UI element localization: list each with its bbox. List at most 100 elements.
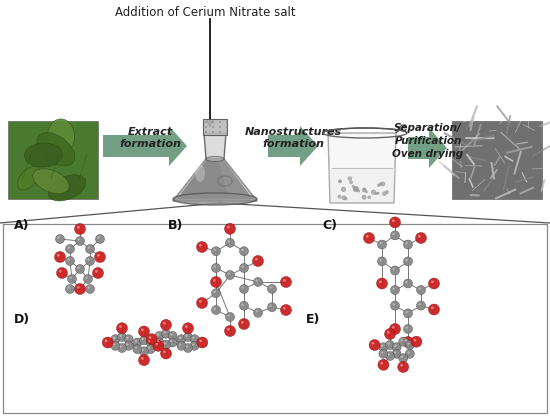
Circle shape <box>163 342 166 344</box>
Circle shape <box>212 126 214 128</box>
Circle shape <box>428 278 439 289</box>
Circle shape <box>405 281 408 283</box>
FancyBboxPatch shape <box>203 119 227 135</box>
Circle shape <box>177 341 186 350</box>
Circle shape <box>379 242 382 244</box>
Circle shape <box>68 258 70 261</box>
Circle shape <box>352 185 355 188</box>
Circle shape <box>362 195 366 199</box>
Circle shape <box>404 257 412 266</box>
Circle shape <box>146 338 155 347</box>
Circle shape <box>404 279 412 288</box>
Circle shape <box>341 187 346 192</box>
Ellipse shape <box>206 156 224 161</box>
Circle shape <box>87 247 90 249</box>
Circle shape <box>364 188 365 190</box>
Circle shape <box>227 328 230 331</box>
Circle shape <box>211 277 222 287</box>
Circle shape <box>393 303 395 305</box>
Circle shape <box>58 237 60 239</box>
Circle shape <box>377 192 380 194</box>
Polygon shape <box>268 126 318 166</box>
Circle shape <box>179 343 181 346</box>
Circle shape <box>339 180 342 182</box>
Circle shape <box>390 266 399 275</box>
Circle shape <box>168 332 177 340</box>
Circle shape <box>85 257 95 265</box>
Circle shape <box>78 267 80 269</box>
Circle shape <box>386 341 394 349</box>
Circle shape <box>379 280 382 283</box>
Circle shape <box>381 352 383 354</box>
Circle shape <box>68 275 76 283</box>
Circle shape <box>239 319 250 329</box>
Circle shape <box>239 285 249 294</box>
Circle shape <box>241 249 244 251</box>
Circle shape <box>368 196 371 199</box>
Circle shape <box>377 240 387 249</box>
Circle shape <box>155 338 164 347</box>
Circle shape <box>139 326 150 337</box>
Circle shape <box>155 332 164 340</box>
Circle shape <box>390 231 399 240</box>
Circle shape <box>226 312 234 322</box>
Circle shape <box>388 342 390 345</box>
Circle shape <box>213 307 216 310</box>
Ellipse shape <box>37 133 75 166</box>
Circle shape <box>371 190 376 195</box>
FancyBboxPatch shape <box>3 224 547 413</box>
Text: D): D) <box>14 313 30 326</box>
Circle shape <box>394 345 397 347</box>
Circle shape <box>401 356 403 358</box>
Circle shape <box>405 259 408 261</box>
Circle shape <box>226 126 228 128</box>
Circle shape <box>212 263 221 272</box>
Circle shape <box>372 342 375 345</box>
Circle shape <box>133 344 142 354</box>
Circle shape <box>377 278 388 289</box>
Circle shape <box>119 346 122 348</box>
Circle shape <box>97 254 100 257</box>
Polygon shape <box>177 159 253 199</box>
Circle shape <box>418 235 421 238</box>
Circle shape <box>185 325 188 328</box>
Circle shape <box>77 226 80 229</box>
Circle shape <box>241 321 244 324</box>
Circle shape <box>404 309 412 318</box>
Circle shape <box>226 270 234 280</box>
Circle shape <box>190 341 199 350</box>
Circle shape <box>385 191 389 194</box>
Ellipse shape <box>33 169 69 193</box>
Circle shape <box>379 183 382 186</box>
Circle shape <box>377 184 380 187</box>
Circle shape <box>283 307 286 310</box>
Circle shape <box>365 191 367 193</box>
Circle shape <box>65 285 74 294</box>
Circle shape <box>405 311 408 313</box>
Circle shape <box>226 121 228 123</box>
Circle shape <box>394 352 397 354</box>
Circle shape <box>241 287 244 289</box>
Circle shape <box>219 121 221 123</box>
Circle shape <box>393 287 395 290</box>
Circle shape <box>69 277 72 279</box>
Circle shape <box>118 332 127 342</box>
FancyBboxPatch shape <box>8 121 98 199</box>
Circle shape <box>354 186 359 191</box>
Circle shape <box>124 335 133 344</box>
Polygon shape <box>408 128 447 168</box>
Circle shape <box>378 359 389 370</box>
Circle shape <box>228 240 230 243</box>
Circle shape <box>57 267 68 278</box>
Circle shape <box>84 275 92 283</box>
Circle shape <box>270 305 272 307</box>
Circle shape <box>196 242 207 253</box>
Circle shape <box>161 348 172 359</box>
Circle shape <box>431 307 434 309</box>
Circle shape <box>362 188 366 192</box>
Circle shape <box>227 226 230 228</box>
Circle shape <box>141 329 144 331</box>
Ellipse shape <box>24 143 62 167</box>
Text: C): C) <box>322 219 337 232</box>
Circle shape <box>393 268 395 270</box>
